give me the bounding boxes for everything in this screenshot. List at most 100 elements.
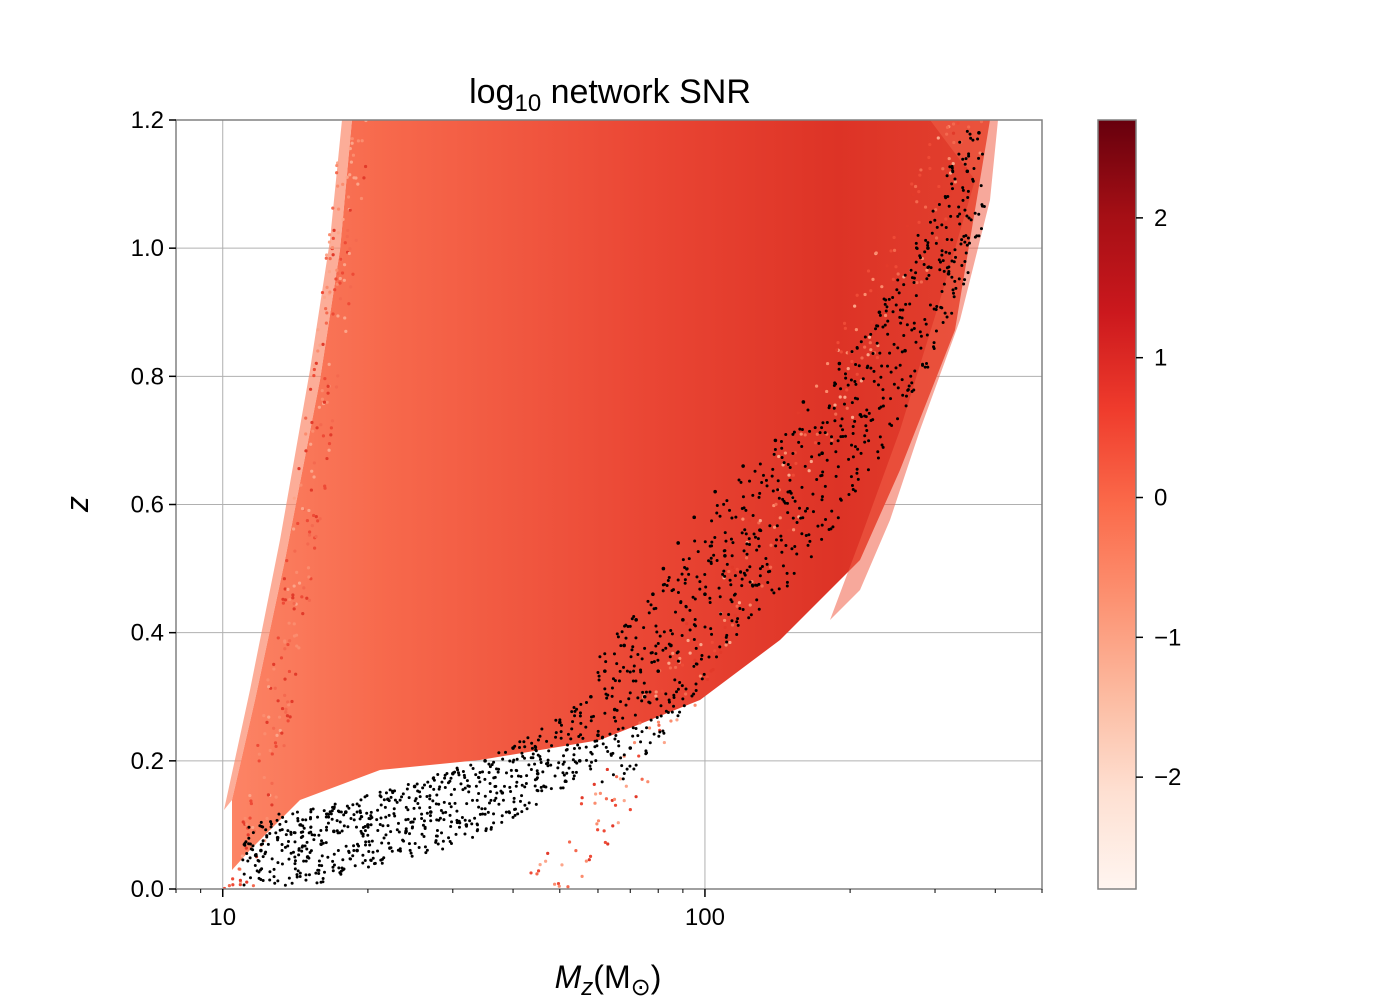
- y-tick-label: 0.4: [131, 620, 164, 647]
- data-point: [603, 687, 607, 691]
- data-point: [276, 879, 280, 883]
- data-point: [692, 664, 696, 668]
- data-point: [241, 858, 245, 862]
- data-point: [753, 469, 757, 473]
- snr-dot: [567, 840, 572, 844]
- data-point: [670, 632, 674, 636]
- data-point: [384, 815, 388, 819]
- data-point: [336, 849, 340, 853]
- xlabel-close: ): [651, 959, 662, 995]
- data-point: [808, 429, 812, 433]
- data-point: [747, 537, 751, 541]
- data-point: [432, 787, 436, 791]
- data-point: [320, 839, 324, 843]
- data-point: [953, 279, 957, 283]
- snr-dot: [730, 565, 734, 569]
- data-point: [475, 829, 479, 833]
- data-point: [341, 858, 345, 862]
- snr-dot: [638, 721, 642, 725]
- snr-dot: [292, 496, 296, 500]
- snr-dot: [350, 137, 354, 141]
- snr-dot: [265, 816, 269, 821]
- data-point: [409, 851, 413, 855]
- data-point: [423, 825, 427, 829]
- data-point: [661, 648, 665, 652]
- data-point: [562, 754, 566, 758]
- data-point: [400, 795, 404, 799]
- data-point: [520, 794, 524, 798]
- data-point: [556, 766, 560, 770]
- data-point: [817, 453, 821, 457]
- data-point: [959, 242, 963, 246]
- snr-dot: [769, 565, 773, 569]
- data-point: [536, 738, 540, 742]
- data-point: [465, 779, 469, 783]
- data-point: [793, 544, 797, 548]
- snr-dot: [347, 302, 351, 306]
- data-point: [809, 555, 813, 559]
- snr-dot: [326, 391, 330, 395]
- data-point: [770, 474, 774, 478]
- data-point: [935, 225, 939, 229]
- data-point: [739, 570, 743, 574]
- xlabel-z: z: [580, 974, 593, 1000]
- data-point: [935, 305, 939, 309]
- data-point: [466, 784, 470, 788]
- snr-dot: [309, 442, 313, 446]
- data-point: [661, 566, 666, 571]
- data-point: [734, 515, 738, 519]
- snr-dot: [632, 741, 637, 745]
- data-point: [531, 752, 535, 756]
- snr-dot: [614, 775, 619, 779]
- data-point: [799, 516, 803, 520]
- data-point: [248, 856, 252, 860]
- data-point: [610, 686, 614, 690]
- data-point: [367, 840, 371, 844]
- data-point: [395, 828, 399, 832]
- data-point: [504, 750, 508, 754]
- data-point: [797, 440, 801, 444]
- data-point: [447, 836, 451, 840]
- data-point: [557, 761, 561, 765]
- snr-dot: [336, 184, 340, 188]
- data-point: [742, 571, 746, 575]
- data-point: [601, 735, 605, 739]
- data-point: [406, 808, 410, 812]
- data-point: [375, 818, 379, 822]
- data-point: [247, 836, 251, 840]
- snr-dot: [266, 793, 271, 797]
- data-point: [352, 818, 356, 822]
- snr-dot: [280, 706, 285, 711]
- data-point: [441, 847, 445, 851]
- snr-dot: [735, 567, 739, 571]
- data-point: [509, 790, 513, 794]
- snr-dot: [842, 321, 847, 325]
- snr-dot: [295, 644, 299, 648]
- snr-dot: [286, 719, 290, 723]
- snr-dot: [312, 513, 316, 518]
- data-point: [301, 818, 305, 822]
- data-point: [909, 268, 913, 272]
- data-point: [533, 762, 537, 766]
- data-point: [571, 720, 575, 724]
- data-point: [307, 873, 311, 877]
- data-point: [652, 607, 656, 611]
- data-point: [863, 440, 867, 444]
- data-point: [961, 157, 965, 161]
- data-point: [496, 770, 500, 774]
- data-point: [332, 829, 336, 834]
- snr-dot: [279, 656, 284, 660]
- snr-dot: [529, 871, 533, 875]
- data-point: [751, 513, 755, 517]
- snr-dot: [678, 656, 682, 661]
- data-point: [265, 835, 269, 839]
- data-point: [764, 478, 768, 482]
- data-point: [724, 539, 728, 543]
- data-point: [280, 862, 284, 866]
- x-axis: 10 100: [175, 889, 1043, 931]
- data-point: [603, 669, 607, 673]
- data-point: [561, 786, 565, 790]
- data-point: [420, 816, 424, 820]
- data-point: [449, 842, 453, 846]
- data-point: [538, 757, 542, 761]
